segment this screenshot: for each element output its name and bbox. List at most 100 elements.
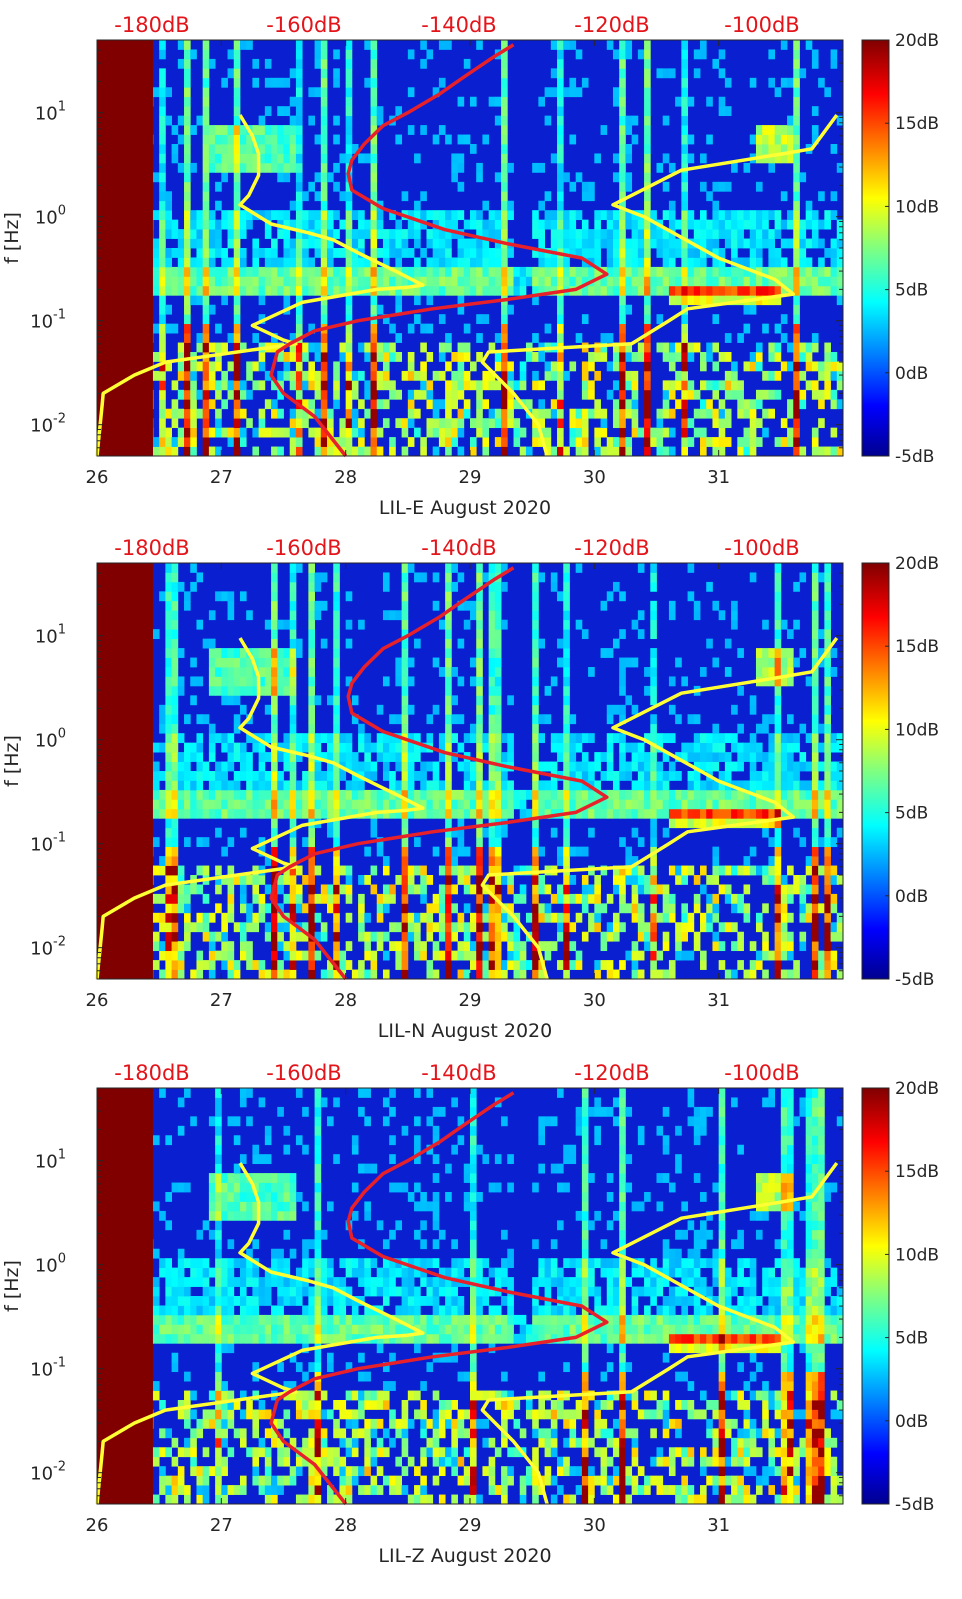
heatmap-cell <box>612 969 620 980</box>
heatmap-cell <box>432 780 440 791</box>
heatmap-cell <box>221 771 228 781</box>
colorbar-label: 20dB <box>895 31 939 51</box>
heatmap-cell <box>277 789 284 800</box>
heatmap-cell <box>463 808 471 819</box>
heatmap-cell <box>382 266 390 277</box>
heatmap-cell <box>233 427 241 438</box>
heatmap-cell <box>438 210 446 221</box>
heatmap-cell <box>712 808 720 819</box>
heatmap-cell <box>625 865 633 876</box>
heatmap-cell <box>749 865 757 876</box>
heatmap-cell <box>208 144 216 154</box>
heatmap-cell <box>289 162 297 173</box>
heatmap-cell <box>308 629 315 640</box>
heatmap-cell <box>637 229 645 239</box>
heatmap-cell <box>600 799 608 810</box>
heatmap-cell <box>227 742 235 753</box>
heatmap-cell <box>445 437 452 447</box>
heatmap-cell <box>656 437 664 447</box>
heatmap-cell <box>159 285 166 296</box>
heatmap-cell <box>563 238 570 249</box>
heatmap-cell <box>768 818 776 829</box>
heatmap-cell <box>271 657 278 668</box>
heatmap-cell <box>631 238 639 249</box>
heatmap-cell <box>407 563 415 573</box>
heatmap-cell <box>693 427 701 438</box>
heatmap-cell <box>575 893 583 904</box>
heatmap-cell <box>451 153 458 164</box>
heatmap-cell <box>731 761 738 772</box>
heatmap-cell <box>544 912 552 923</box>
heatmap-cell <box>488 581 496 592</box>
heatmap-cell <box>675 96 682 107</box>
heatmap-cell <box>277 931 284 942</box>
heatmap-cell <box>625 238 633 249</box>
heatmap-cell <box>271 893 278 904</box>
heatmap-cell <box>718 418 726 429</box>
heatmap-cell <box>426 799 434 810</box>
heatmap-cell <box>395 106 403 117</box>
heatmap-cell <box>662 181 670 192</box>
heatmap-cell <box>488 229 496 239</box>
heatmap-cell <box>544 361 552 372</box>
heatmap-cell <box>762 210 769 221</box>
heatmap-cell <box>724 352 732 362</box>
heatmap-cell <box>606 714 614 725</box>
heatmap-cell <box>818 399 825 410</box>
heatmap-cell <box>563 219 570 230</box>
heatmap-cell <box>271 903 278 914</box>
heatmap-cell <box>370 323 378 334</box>
heatmap-cell <box>774 619 782 630</box>
heatmap-cell <box>625 399 633 410</box>
heatmap-cell <box>364 257 371 268</box>
heatmap-cell <box>152 323 160 334</box>
heatmap-cell <box>152 285 160 296</box>
heatmap-cell <box>494 875 502 885</box>
heatmap-cell <box>563 685 570 696</box>
heatmap-cell <box>358 418 365 429</box>
heatmap-cell <box>401 931 409 942</box>
heatmap-cell <box>557 884 564 895</box>
heatmap-cell <box>308 875 315 885</box>
heatmap-cell <box>687 276 695 287</box>
heatmap-cell <box>445 903 452 914</box>
heatmap-cell <box>239 380 247 391</box>
heatmap-cell <box>327 238 334 249</box>
heatmap-cell <box>445 856 452 866</box>
heatmap-cell <box>569 799 577 810</box>
heatmap-cell <box>793 827 800 838</box>
heatmap-cell <box>774 941 782 952</box>
heatmap-cell <box>370 799 378 810</box>
heatmap-cell <box>501 153 508 164</box>
heatmap-cell <box>401 667 409 677</box>
heatmap-cell <box>271 162 278 173</box>
heatmap-cell <box>470 960 477 970</box>
heatmap-cell <box>612 361 620 372</box>
heatmap-cell <box>438 40 446 50</box>
heatmap-cell <box>177 437 185 447</box>
heatmap-cell <box>457 352 465 362</box>
heatmap-cell <box>221 875 228 885</box>
heatmap-cell <box>644 266 651 277</box>
heatmap-cell <box>208 941 216 952</box>
heatmap-cell <box>619 333 626 343</box>
heatmap-cell <box>712 257 720 268</box>
heatmap-cell <box>774 837 782 848</box>
heatmap-cell <box>606 210 614 221</box>
heatmap-cell <box>295 648 303 658</box>
heatmap-cell <box>625 276 633 287</box>
x-tick-label: 28 <box>334 467 357 488</box>
heatmap-cell <box>401 960 409 970</box>
heatmap-cell <box>215 361 222 372</box>
heatmap-cell <box>787 676 794 687</box>
heatmap-cell <box>793 87 800 98</box>
heatmap-cell <box>718 427 726 438</box>
heatmap-cell <box>836 162 844 173</box>
x-tick-labels: 26 27 28 29 30 31 <box>86 467 731 488</box>
heatmap-cell <box>333 922 340 933</box>
heatmap-cell <box>625 437 633 447</box>
heatmap-cell <box>202 893 210 904</box>
heatmap-cell <box>196 789 204 800</box>
heatmap-cell <box>308 427 315 438</box>
